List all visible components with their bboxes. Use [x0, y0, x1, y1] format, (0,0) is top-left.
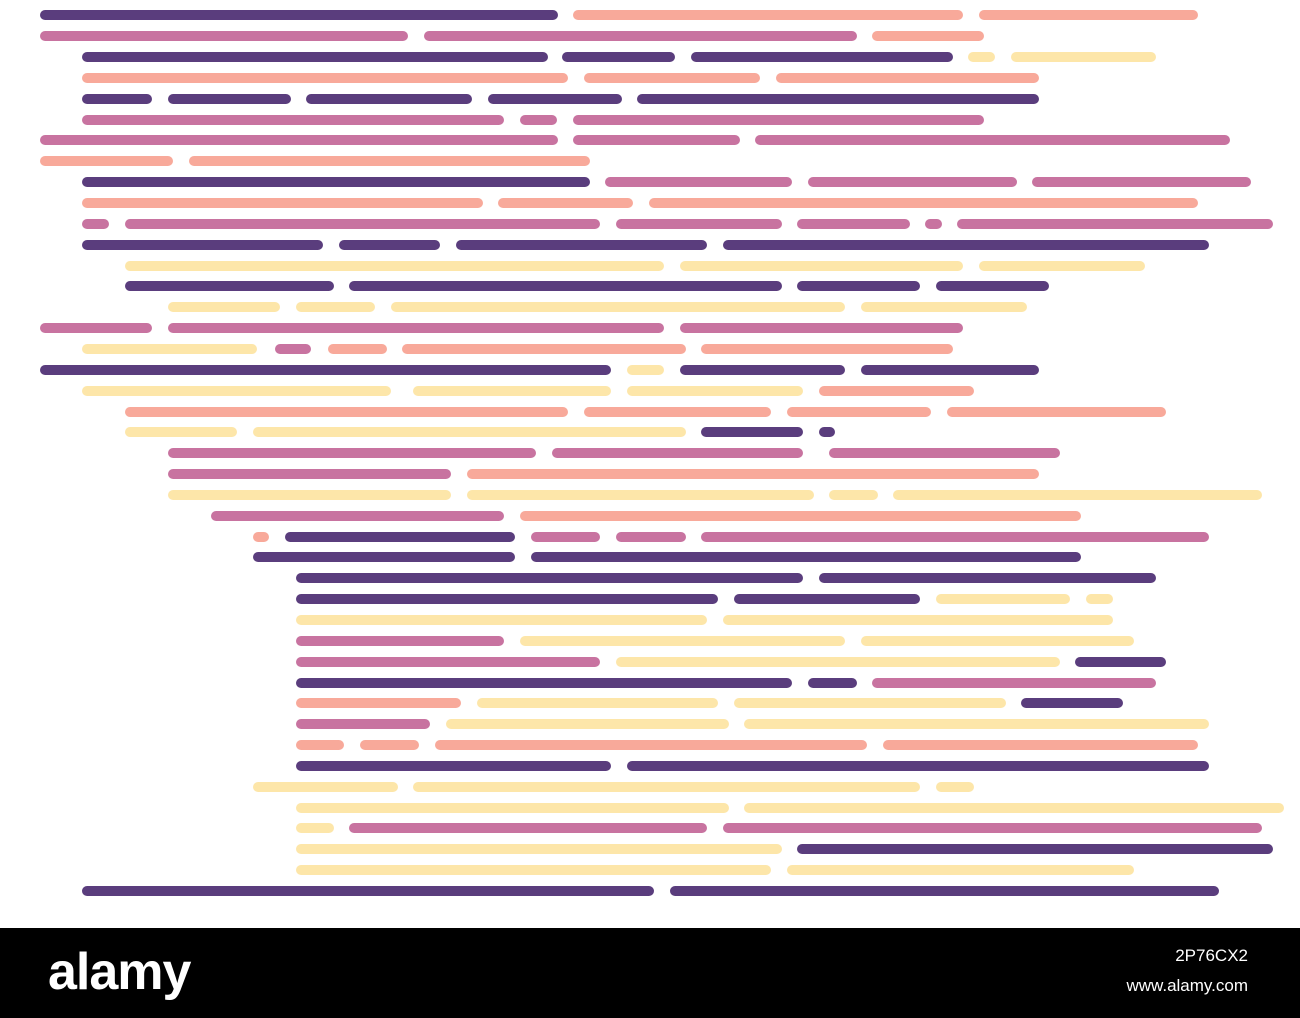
image-id-label: 2P76CX2 — [1175, 946, 1248, 965]
brand-logo: alamy — [48, 943, 191, 1001]
striped-pattern-artwork — [40, 10, 1284, 896]
stock-watermark-footer: alamy 2P76CX2 www.alamy.com — [0, 928, 1300, 1018]
site-url-label: www.alamy.com — [1126, 976, 1248, 995]
